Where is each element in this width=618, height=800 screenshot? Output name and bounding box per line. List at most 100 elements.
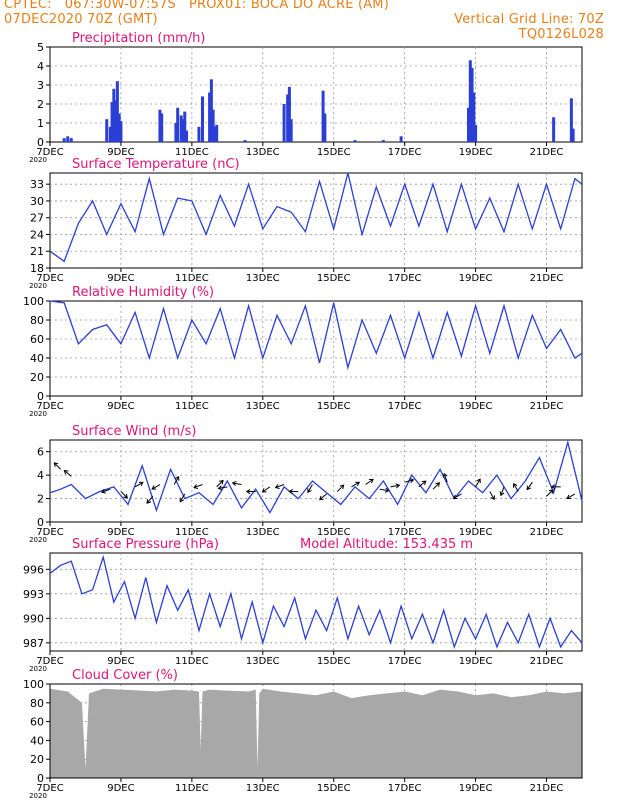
wind-arrow-head <box>217 485 223 491</box>
cloud-cover-ytick-label: 60 <box>30 716 44 729</box>
wind-arrow-head <box>146 499 152 504</box>
pressure-xtick-label: 17DEC <box>388 656 422 667</box>
wind-arrow-head <box>193 484 199 489</box>
wind-arrow <box>218 486 228 489</box>
precipitation-bar <box>282 104 286 142</box>
wind-ytick-label: 0 <box>37 516 44 529</box>
precipitation-bar <box>115 81 119 142</box>
wind-arrow <box>404 479 414 483</box>
pressure-xtick-label: 11DEC <box>175 656 209 667</box>
precipitation-bar <box>243 140 247 142</box>
wind-arrow-head <box>288 488 293 495</box>
precipitation-bar <box>569 98 573 142</box>
cloud-cover-ytick-label: 20 <box>30 753 44 766</box>
wind-arrow <box>64 470 72 477</box>
cloud-cover-frame-top <box>49 683 583 779</box>
wind-arrow-head <box>179 497 185 503</box>
temperature-xtick-label: 19DEC <box>459 273 493 284</box>
wind-arrow-head <box>452 494 458 500</box>
wind-arrow-head <box>512 482 518 488</box>
header-station: CPTEC: 067:30W-07:57S PROX01: BOCA DO AC… <box>4 0 389 12</box>
precipitation-xtick-label: 15DEC <box>317 147 351 158</box>
precipitation-bar <box>160 113 164 142</box>
humidity-xtick-label: 13DEC <box>246 401 280 412</box>
wind-xtick-label: 21DEC <box>530 527 564 538</box>
wind-arrow-head <box>53 462 59 467</box>
wind-ytick-label: 2 <box>37 493 44 506</box>
wind-arrow-head <box>384 487 390 493</box>
humidity-ytick-label: 100 <box>23 295 44 308</box>
wind-arrow-head <box>339 484 345 490</box>
humidity-xtick-label: 21DEC <box>530 401 564 412</box>
pressure-year-label: 2020 <box>29 665 47 673</box>
precipitation-bar <box>69 138 73 142</box>
wind-xtick-label: 19DEC <box>459 527 493 538</box>
header-grid-line: Vertical Grid Line: 70Z <box>454 12 604 27</box>
temperature-ytick-label: 24 <box>30 228 44 241</box>
wind-arrow <box>351 481 360 488</box>
precipitation-xtick-label: 21DEC <box>530 147 564 158</box>
wind-arrow <box>151 484 161 490</box>
wind-arrow <box>475 478 481 488</box>
temperature-xtick-label: 13DEC <box>246 273 280 284</box>
precipitation-bar <box>114 100 118 142</box>
precipitation-bar <box>213 126 217 142</box>
wind-arrow-head <box>123 493 128 499</box>
temperature-xtick-label: 21DEC <box>530 273 564 284</box>
pressure-xtick-label: 9DEC <box>107 656 134 667</box>
precipitation-bar <box>119 121 123 142</box>
pressure-ytick-label: 993 <box>23 588 44 601</box>
wind-arrow-head <box>499 491 505 497</box>
precipitation-bar <box>353 140 357 142</box>
wind-arrow-head <box>369 478 374 484</box>
wind-ytick-label: 4 <box>37 469 44 482</box>
pressure-annotation: Model Altitude: 153.435 m <box>300 537 473 552</box>
cloud-cover-xtick-label: 19DEC <box>459 783 493 794</box>
humidity-ytick-label: 40 <box>30 352 44 365</box>
humidity-xtick-label: 7DEC <box>36 401 63 412</box>
cloud-cover-xtick-label: 15DEC <box>317 783 351 794</box>
temperature-xtick-label: 17DEC <box>388 273 422 284</box>
wind-arrow <box>566 493 576 499</box>
temperature-title: Surface Temperature (nC) <box>72 157 240 172</box>
wind-arrow <box>232 482 242 486</box>
wind-arrow-head <box>490 495 495 501</box>
precipitation-bar <box>179 115 183 142</box>
precipitation-title: Precipitation (mm/h) <box>72 31 205 46</box>
humidity-xtick-label: 15DEC <box>317 401 351 412</box>
precipitation-bar <box>158 109 162 142</box>
precipitation-ytick-label: 4 <box>37 60 44 73</box>
precipitation-xtick-label: 19DEC <box>459 147 493 158</box>
wind-arrow-head <box>261 488 267 493</box>
wind-xtick-label: 7DEC <box>36 527 63 538</box>
precipitation-bar <box>468 60 472 142</box>
cloud-cover-xtick-label: 13DEC <box>246 783 280 794</box>
wind-arrow <box>120 491 128 499</box>
pressure-ytick-label: 987 <box>23 637 44 650</box>
cloud-cover-xtick-label: 11DEC <box>175 783 209 794</box>
cloud-cover-xtick-label: 21DEC <box>530 783 564 794</box>
wind-xtick-label: 17DEC <box>388 527 422 538</box>
wind-arrow <box>379 488 389 492</box>
wind-arrow-head <box>476 478 481 484</box>
wind-arrow <box>513 483 519 492</box>
pressure-title: Surface Pressure (hPa) <box>72 537 219 552</box>
precipitation-bar <box>197 126 201 142</box>
wind-arrow <box>216 480 224 488</box>
precipitation-bar <box>62 138 66 142</box>
wind-arrow-head <box>421 480 427 486</box>
precipitation-ytick-label: 2 <box>37 98 44 111</box>
wind-arrow-head <box>100 488 106 494</box>
wind-arrow-head <box>566 494 572 500</box>
precipitation-bar <box>117 113 121 142</box>
wind-xtick-label: 13DEC <box>246 527 280 538</box>
pressure-xtick-label: 21DEC <box>530 656 564 667</box>
pressure-line <box>49 554 583 649</box>
wind-arrow <box>193 484 203 489</box>
precipitation-bar <box>181 119 185 142</box>
cloud-cover-ytick-label: 0 <box>37 772 44 785</box>
precipitation-bar <box>474 124 478 142</box>
precipitation-ytick-label: 1 <box>37 117 44 130</box>
wind-arrow <box>546 489 554 497</box>
precipitation-xtick-label: 9DEC <box>107 147 134 158</box>
